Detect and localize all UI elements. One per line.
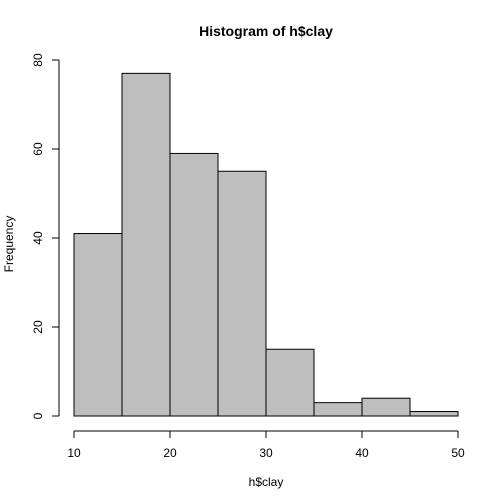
histogram-bar-5 xyxy=(265,348,315,417)
histogram-bar-7 xyxy=(361,397,411,417)
x-axis: 10 20 30 40 50 xyxy=(67,430,465,460)
y-tick-label-20: 20 xyxy=(31,320,45,334)
histogram-bar-3 xyxy=(169,152,219,417)
x-tick-label-50: 50 xyxy=(451,446,465,460)
histogram-bar-8 xyxy=(409,411,459,417)
y-tick-label-0: 0 xyxy=(31,412,45,419)
histogram-bar-4 xyxy=(217,170,267,417)
y-tick-label-40: 40 xyxy=(31,231,45,245)
chart-title: Histogram of h$clay xyxy=(199,23,333,39)
x-tick-label-40: 40 xyxy=(355,446,369,460)
x-tick-label-30: 30 xyxy=(259,446,273,460)
x-axis-label: h$clay xyxy=(249,475,284,489)
x-tick-label-20: 20 xyxy=(163,446,177,460)
bars-group xyxy=(73,72,459,417)
x-tick-label-10: 10 xyxy=(67,446,81,460)
histogram-bar-2 xyxy=(121,72,171,417)
y-tick-label-80: 80 xyxy=(31,53,45,67)
y-tick-label-60: 60 xyxy=(31,142,45,156)
histogram-bar-1 xyxy=(73,233,123,417)
y-axis: 0 20 40 60 80 xyxy=(31,53,60,419)
y-axis-label: Frequency xyxy=(2,216,16,273)
histogram-bar-6 xyxy=(313,402,363,417)
